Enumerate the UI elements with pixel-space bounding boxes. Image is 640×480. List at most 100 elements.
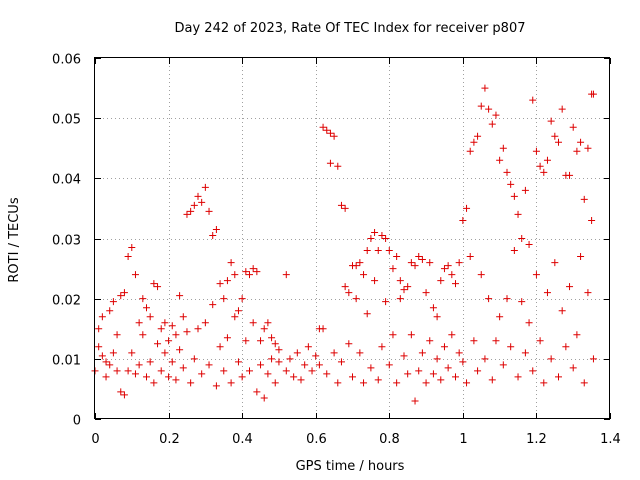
data-point [201, 183, 209, 191]
data-point [521, 186, 529, 194]
data-point [139, 295, 147, 303]
data-point [168, 358, 176, 366]
data-point [242, 268, 250, 276]
data-point [382, 298, 390, 306]
grid-lines [95, 58, 610, 419]
data-point [165, 373, 173, 381]
data-point [463, 379, 471, 387]
data-point [466, 253, 474, 261]
data-point [154, 340, 162, 348]
data-point [349, 373, 356, 381]
data-point [194, 325, 202, 333]
data-point [429, 370, 437, 378]
data-point [411, 397, 419, 405]
data-point [139, 331, 147, 339]
data-point [444, 262, 452, 270]
data-point [485, 295, 493, 303]
data-point [525, 241, 533, 249]
data-point [264, 370, 272, 378]
data-point [363, 247, 371, 255]
data-point [589, 90, 597, 98]
data-point [452, 373, 459, 381]
data-point [234, 358, 242, 366]
data-point [326, 129, 334, 137]
data-point [470, 337, 478, 345]
data-point [131, 370, 139, 378]
data-point [407, 259, 415, 267]
data-point [257, 361, 265, 369]
data-point [190, 201, 198, 209]
data-point [426, 337, 434, 345]
data-point [135, 319, 143, 327]
data-point [168, 322, 176, 330]
data-point [172, 331, 180, 339]
x-tick-label: 0.8 [379, 432, 400, 447]
data-point [536, 162, 544, 170]
data-point [275, 358, 283, 366]
data-point [580, 379, 588, 387]
data-point [341, 283, 349, 291]
data-point [580, 195, 588, 203]
data-point [334, 162, 342, 170]
x-tick-label: 0.6 [306, 432, 327, 447]
data-point [128, 349, 136, 357]
chart-title: Day 242 of 2023, Rate Of TEC Index for r… [175, 21, 526, 36]
y-tick-label: 0.03 [52, 234, 81, 249]
data-point [404, 283, 412, 291]
y-tick-label: 0.05 [52, 113, 81, 128]
data-point [150, 379, 158, 387]
data-point [422, 289, 430, 297]
data-point [437, 277, 445, 285]
data-point [227, 379, 235, 387]
data-point [577, 138, 585, 146]
data-point [444, 364, 452, 372]
data-point [231, 271, 239, 279]
data-point [216, 343, 224, 351]
y-tick-label: 0.06 [52, 53, 81, 68]
x-tick-labels: 0 0.2 0.4 0.6 0.8 1 1.2 1.4 [91, 432, 620, 447]
data-point [161, 319, 169, 327]
data-point [404, 370, 412, 378]
data-point [584, 289, 592, 297]
data-point [282, 367, 290, 375]
data-point [157, 367, 165, 375]
y-tick-label: 0.04 [52, 173, 81, 188]
data-point [470, 138, 478, 146]
data-point [135, 361, 143, 369]
data-point [198, 198, 206, 206]
data-point [220, 367, 228, 375]
data-point [179, 313, 187, 321]
x-tick-label: 1 [459, 432, 467, 447]
data-point [120, 391, 128, 399]
data-point [128, 244, 136, 252]
data-point [312, 352, 320, 360]
data-point [422, 379, 430, 387]
data-point [415, 253, 423, 261]
data-point [536, 337, 544, 345]
data-point [507, 343, 515, 351]
data-point [518, 235, 526, 242]
data-point [209, 301, 217, 309]
data-point [146, 358, 154, 366]
data-point [418, 256, 426, 264]
data-point [124, 367, 132, 375]
data-point [385, 247, 393, 255]
data-point [352, 262, 360, 270]
data-point [555, 373, 562, 381]
data-point [499, 361, 507, 369]
data-point [176, 346, 184, 354]
data-point [146, 313, 154, 321]
data-point [393, 253, 401, 261]
data-point [246, 367, 253, 375]
data-point [150, 280, 158, 288]
data-point [268, 355, 276, 363]
data-point [249, 319, 257, 327]
data-point [337, 358, 345, 366]
data-point [378, 343, 386, 351]
data-point [345, 289, 353, 297]
plot-frame [94, 57, 610, 419]
y-tick-label: 0 [73, 414, 81, 429]
data-point [205, 361, 213, 369]
data-point [131, 271, 139, 279]
